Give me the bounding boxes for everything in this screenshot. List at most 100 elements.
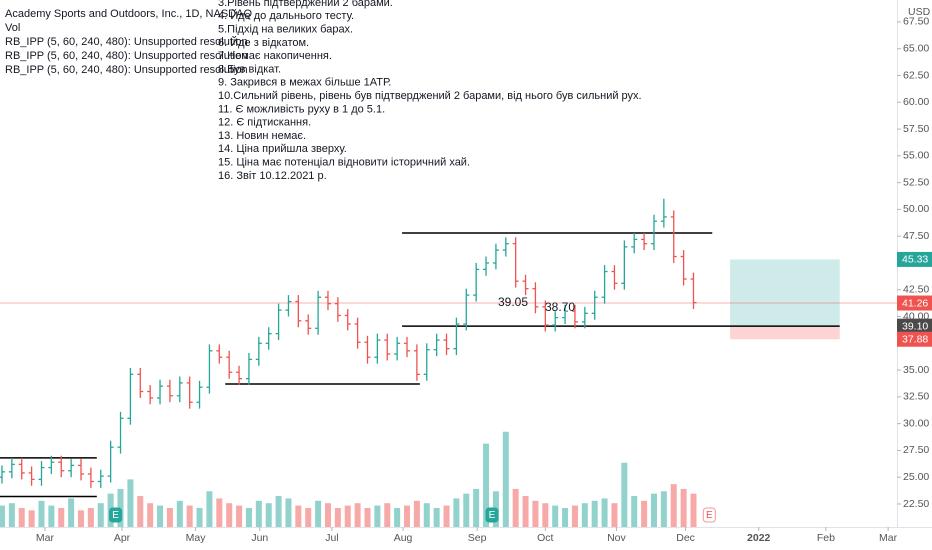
volume-bar [28, 510, 35, 527]
note: 3.Рівень підтверджений 2 барами. [218, 0, 393, 9]
volume-bar [48, 505, 55, 527]
volume-bar [571, 505, 578, 527]
volume-bar [157, 505, 164, 527]
y-tick-label: 47.50 [903, 230, 929, 242]
price-tag [897, 331, 932, 347]
y-tick-label: 50.00 [903, 203, 929, 215]
y-tick-label: 27.50 [903, 444, 929, 456]
note: 15. Ціна має потенціал відновити історич… [218, 157, 470, 169]
volume-bar [226, 503, 233, 527]
volume-bar [127, 479, 134, 527]
volume-bar [216, 498, 223, 527]
volume-bar [591, 500, 598, 527]
legend-line: RB_IPP (5, 60, 240, 480): Unsupported re… [5, 36, 248, 48]
volume-bar [344, 505, 351, 527]
x-tick-label: Sep [468, 532, 487, 544]
note: 11. Є можливість руху в 1 до 5.1. [218, 103, 385, 115]
y-tick-label: 35.00 [903, 364, 929, 376]
volume-bar [394, 507, 401, 527]
y-tick-label: 30.00 [903, 417, 929, 429]
currency: USD [908, 6, 931, 18]
price-tag [897, 318, 932, 334]
volume-bar [236, 505, 243, 527]
x-tick-label: Apr [114, 532, 131, 544]
volume-bar [354, 503, 361, 527]
volume-bar [166, 507, 173, 527]
price-tag [897, 251, 932, 267]
volume-bar [78, 510, 85, 527]
volume-bar [285, 498, 292, 527]
earnings-label: E [489, 510, 496, 521]
price-tag-label: 41.26 [902, 297, 928, 309]
annotation: 39.05 [498, 295, 528, 309]
volume-bar [433, 507, 440, 527]
x-tick-label: Feb [817, 532, 835, 544]
volume-bar [137, 496, 144, 527]
volume-bar [334, 507, 341, 527]
volume-bar [384, 503, 391, 527]
y-tick-label: 52.50 [903, 176, 929, 188]
x-tick-label: May [186, 532, 207, 544]
volume-bar [186, 505, 193, 527]
x-tick-label: Jun [251, 532, 268, 544]
volume-bar [404, 505, 411, 527]
volume-bar [611, 503, 618, 527]
note: 8.Був відкат. [218, 63, 281, 75]
legend-line: Vol [5, 22, 20, 34]
x-tick-label: Oct [537, 532, 553, 544]
volume-bar [176, 500, 183, 527]
x-tick-label: Nov [607, 532, 626, 544]
y-tick-label: 65.00 [903, 43, 929, 55]
note: 14. Ціна прийшла зверху. [218, 143, 347, 155]
volume-bar [275, 496, 282, 527]
volume-bar [58, 507, 65, 527]
note: 12. Є підтискання. [218, 117, 311, 129]
y-tick-label: 42.50 [903, 284, 929, 296]
volume-bar [87, 507, 94, 527]
volume-bar [443, 505, 450, 527]
volume-bar [206, 491, 213, 527]
volume-bar [621, 462, 628, 527]
price-tag [897, 295, 932, 311]
x-tick-label: Mar [36, 532, 55, 544]
y-tick-label: 22.50 [903, 498, 929, 510]
price-tag-label: 45.33 [902, 254, 928, 266]
volume-bar [601, 498, 608, 527]
volume-bar [245, 507, 252, 527]
volume-bar [532, 500, 539, 527]
earnings-label: E [706, 510, 713, 521]
y-tick-label: 25.00 [903, 471, 929, 483]
note: 16. Звіт 10.12.2021 р. [218, 170, 327, 182]
volume-bar [147, 503, 154, 527]
volume-bar [374, 505, 381, 527]
volume-bar [502, 431, 509, 527]
note: 10.Сильний рівень, рівень був підтвердже… [218, 90, 642, 102]
price-tag-label: 39.10 [902, 320, 928, 332]
volume-bar [305, 507, 312, 527]
volume-bar [562, 507, 569, 527]
volume-bar [0, 505, 5, 527]
earnings-label: E [112, 510, 119, 521]
volume-bar [295, 505, 302, 527]
note: 6. Йде з відкатом. [218, 36, 309, 49]
volume-bar [8, 503, 15, 527]
volume-bar [68, 498, 75, 527]
x-tick-label: Mar [879, 532, 898, 544]
volume-bar [196, 507, 203, 527]
earnings-marker [109, 507, 123, 523]
note: 7.Немає накопичення. [218, 50, 332, 62]
volume-bar [364, 507, 371, 527]
volume-bar [512, 488, 519, 527]
earnings-marker [702, 507, 716, 523]
earnings-marker [485, 507, 499, 523]
note: 5.Підхід на великих барах. [218, 24, 353, 36]
volume-bar [483, 443, 490, 527]
volume-bar [423, 503, 430, 527]
volume-bar [650, 493, 657, 527]
volume-bar [324, 503, 331, 527]
volume-bar [542, 503, 549, 527]
volume-bar [38, 500, 45, 527]
y-tick-label: 60.00 [903, 96, 929, 108]
